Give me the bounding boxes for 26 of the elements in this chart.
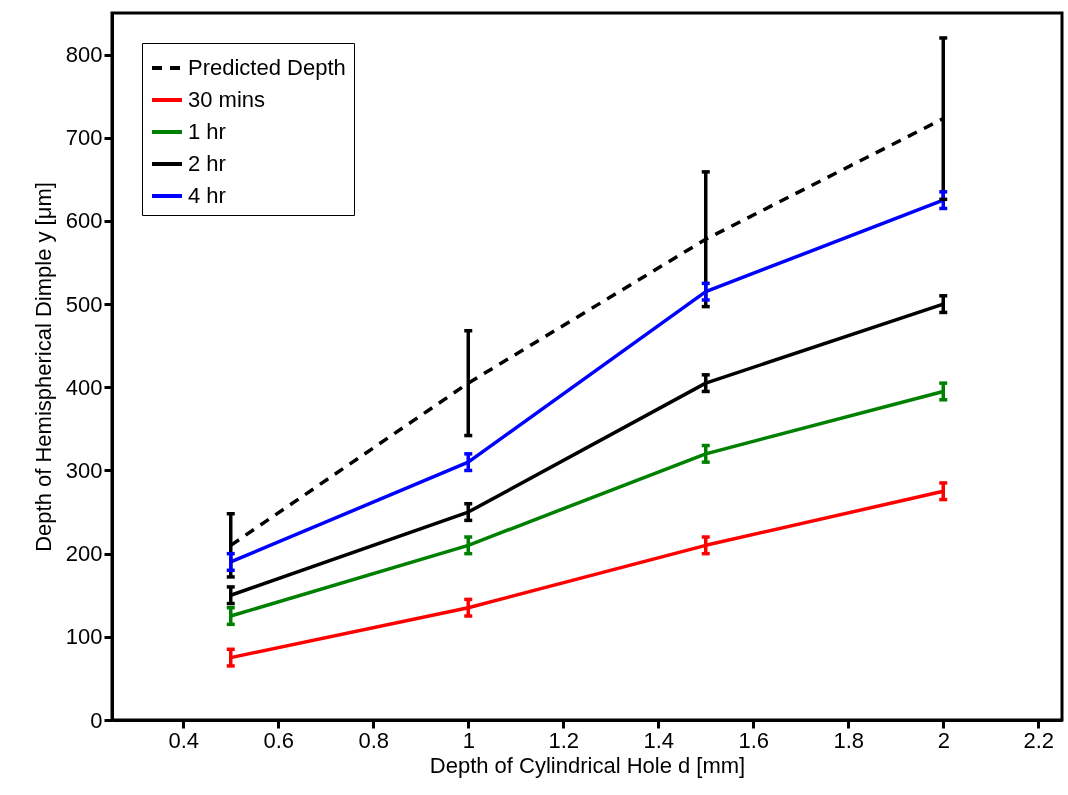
y-tick-label: 200 xyxy=(65,541,103,567)
x-tick-label: 1.6 xyxy=(738,727,770,753)
x-tick-label: 1.4 xyxy=(643,727,675,753)
x-tick-label: 0.8 xyxy=(358,727,390,753)
y-tick-label: 400 xyxy=(65,374,103,400)
y-tick-label: 800 xyxy=(65,42,103,68)
legend-label: 4 hr xyxy=(188,183,226,208)
y-tick-label: 500 xyxy=(65,291,103,317)
x-axis-title: Depth of Cylindrical Hole d [mm] xyxy=(429,752,746,778)
y-tick-label: 600 xyxy=(65,208,103,234)
x-tick-label: 1.2 xyxy=(548,727,580,753)
legend-label: Predicted Depth xyxy=(188,55,346,80)
legend-label: 30 mins xyxy=(188,87,266,112)
x-tick-label: 1.8 xyxy=(833,727,865,753)
y-tick-label: 700 xyxy=(65,125,103,151)
legend-label: 2 hr xyxy=(188,151,226,176)
y-tick-label: 300 xyxy=(65,457,103,483)
x-tick-label: 1 xyxy=(462,727,475,753)
legend-label: 1 hr xyxy=(188,119,226,144)
x-tick-label: 2 xyxy=(937,727,950,753)
y-axis-title: Depth of Hemispherical Dimple y [μm] xyxy=(30,182,56,552)
y-tick-label: 0 xyxy=(90,707,103,733)
x-tick-label: 2.2 xyxy=(1023,727,1055,753)
x-tick-label: 0.4 xyxy=(168,727,200,753)
y-tick-label: 100 xyxy=(65,624,103,650)
x-tick-label: 0.6 xyxy=(263,727,295,753)
